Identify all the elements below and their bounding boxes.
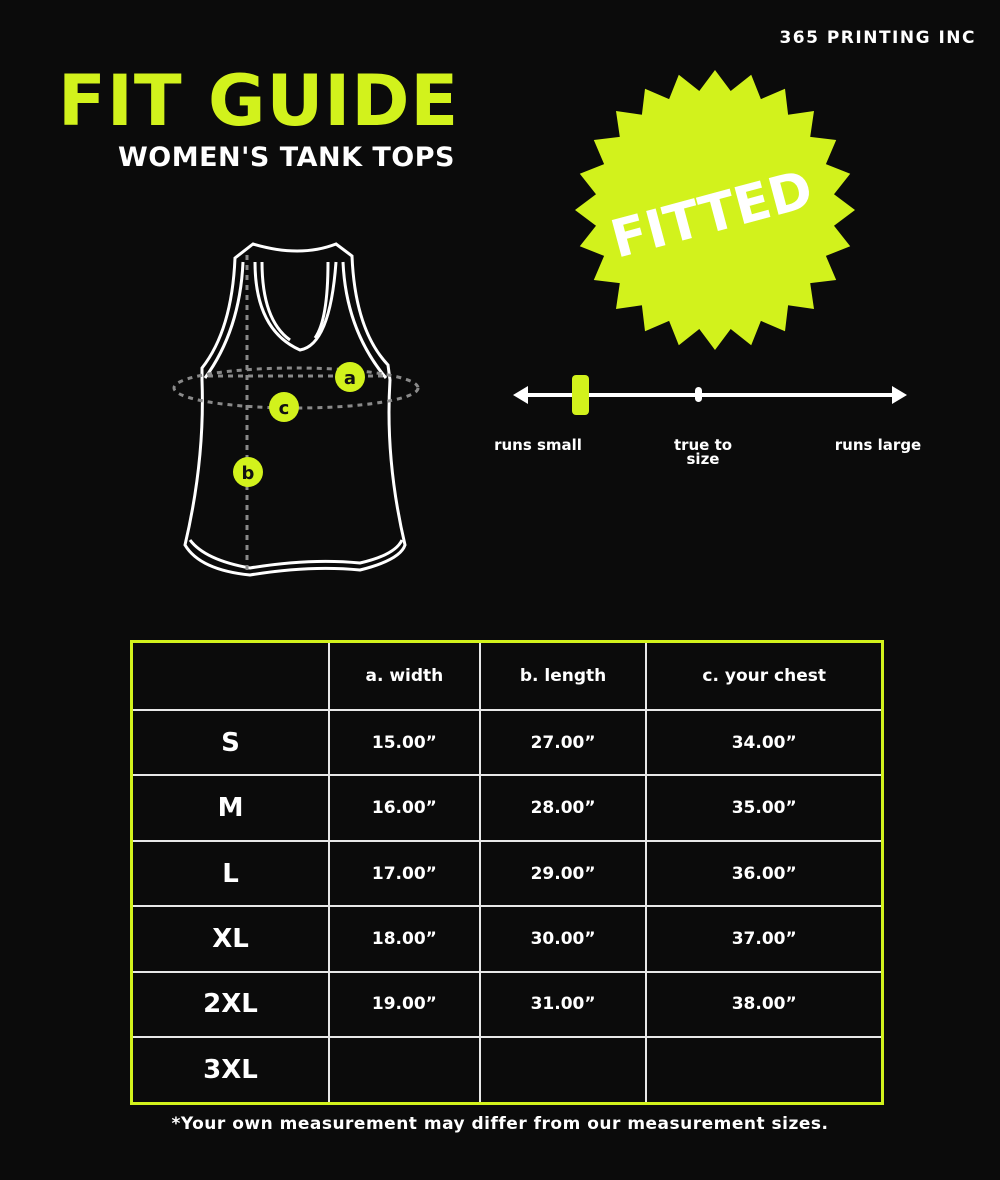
fit-indicator xyxy=(572,375,589,415)
value-cell: 34.00” xyxy=(645,708,884,777)
label-runs-large: runs large xyxy=(834,436,922,454)
value-cell: 31.00” xyxy=(478,970,648,1039)
header-cell xyxy=(130,640,330,711)
brand-name: 365 PRINTING INC xyxy=(779,28,976,48)
table-header-row: a. width b. length c. your chest xyxy=(130,640,884,711)
footnote: *Your own measurement may differ from ou… xyxy=(171,1114,829,1134)
size-chart: a. width b. length c. your chest S 15.00”… xyxy=(130,640,884,1105)
arrow-left-icon xyxy=(513,386,528,404)
value-cell: 17.00” xyxy=(328,839,481,908)
value-cell: 38.00” xyxy=(645,970,884,1039)
size-cell: S xyxy=(130,708,330,777)
value-cell: 35.00” xyxy=(645,774,884,842)
value-cell: 16.00” xyxy=(328,774,481,842)
fit-scale xyxy=(513,375,907,415)
value-cell: 15.00” xyxy=(328,708,481,777)
value-cell: 36.00” xyxy=(645,839,884,908)
label-runs-small: runs small xyxy=(494,436,582,454)
size-cell: 2XL xyxy=(130,970,330,1039)
tank-top-diagram xyxy=(183,242,407,577)
svg-text:b: b xyxy=(242,463,255,484)
header-cell: a. width xyxy=(328,640,481,711)
size-cell: XL xyxy=(130,905,330,973)
size-cell: M xyxy=(130,774,330,842)
header-cell: b. length xyxy=(478,640,648,711)
table-row: 3XL xyxy=(130,1036,884,1105)
value-cell: 28.00” xyxy=(478,774,648,842)
table-row: S 15.00” 27.00” 34.00” xyxy=(130,708,884,777)
header-cell: c. your chest xyxy=(645,640,884,711)
value-cell: 29.00” xyxy=(478,839,648,908)
value-cell xyxy=(328,1036,481,1105)
size-cell: 3XL xyxy=(130,1036,330,1105)
value-cell: 27.00” xyxy=(478,708,648,777)
svg-text:c: c xyxy=(279,398,290,419)
table-row: XL 18.00” 30.00” 37.00” xyxy=(130,905,884,973)
measurement-guides xyxy=(172,255,420,572)
value-cell: 18.00” xyxy=(328,905,481,973)
label-true-to-size: true to size xyxy=(673,436,733,468)
marker-a: a xyxy=(335,362,365,392)
marker-b: b xyxy=(233,457,263,487)
fitted-badge: FITTED xyxy=(575,70,855,350)
value-cell xyxy=(478,1036,648,1105)
value-cell: 30.00” xyxy=(478,905,648,973)
table-row: L 17.00” 29.00” 36.00” xyxy=(130,839,884,908)
table-row: 2XL 19.00” 31.00” 38.00” xyxy=(130,970,884,1039)
table-row: M 16.00” 28.00” 35.00” xyxy=(130,774,884,842)
value-cell: 19.00” xyxy=(328,970,481,1039)
size-cell: L xyxy=(130,839,330,908)
page-title: FIT GUIDE xyxy=(58,60,460,142)
marker-c: c xyxy=(269,392,299,422)
true-to-size-tick xyxy=(695,387,702,402)
page-subtitle: WOMEN'S TANK TOPS xyxy=(118,142,455,173)
arrow-right-icon xyxy=(892,386,907,404)
svg-text:a: a xyxy=(344,368,356,389)
value-cell xyxy=(645,1036,884,1105)
value-cell: 37.00” xyxy=(645,905,884,973)
